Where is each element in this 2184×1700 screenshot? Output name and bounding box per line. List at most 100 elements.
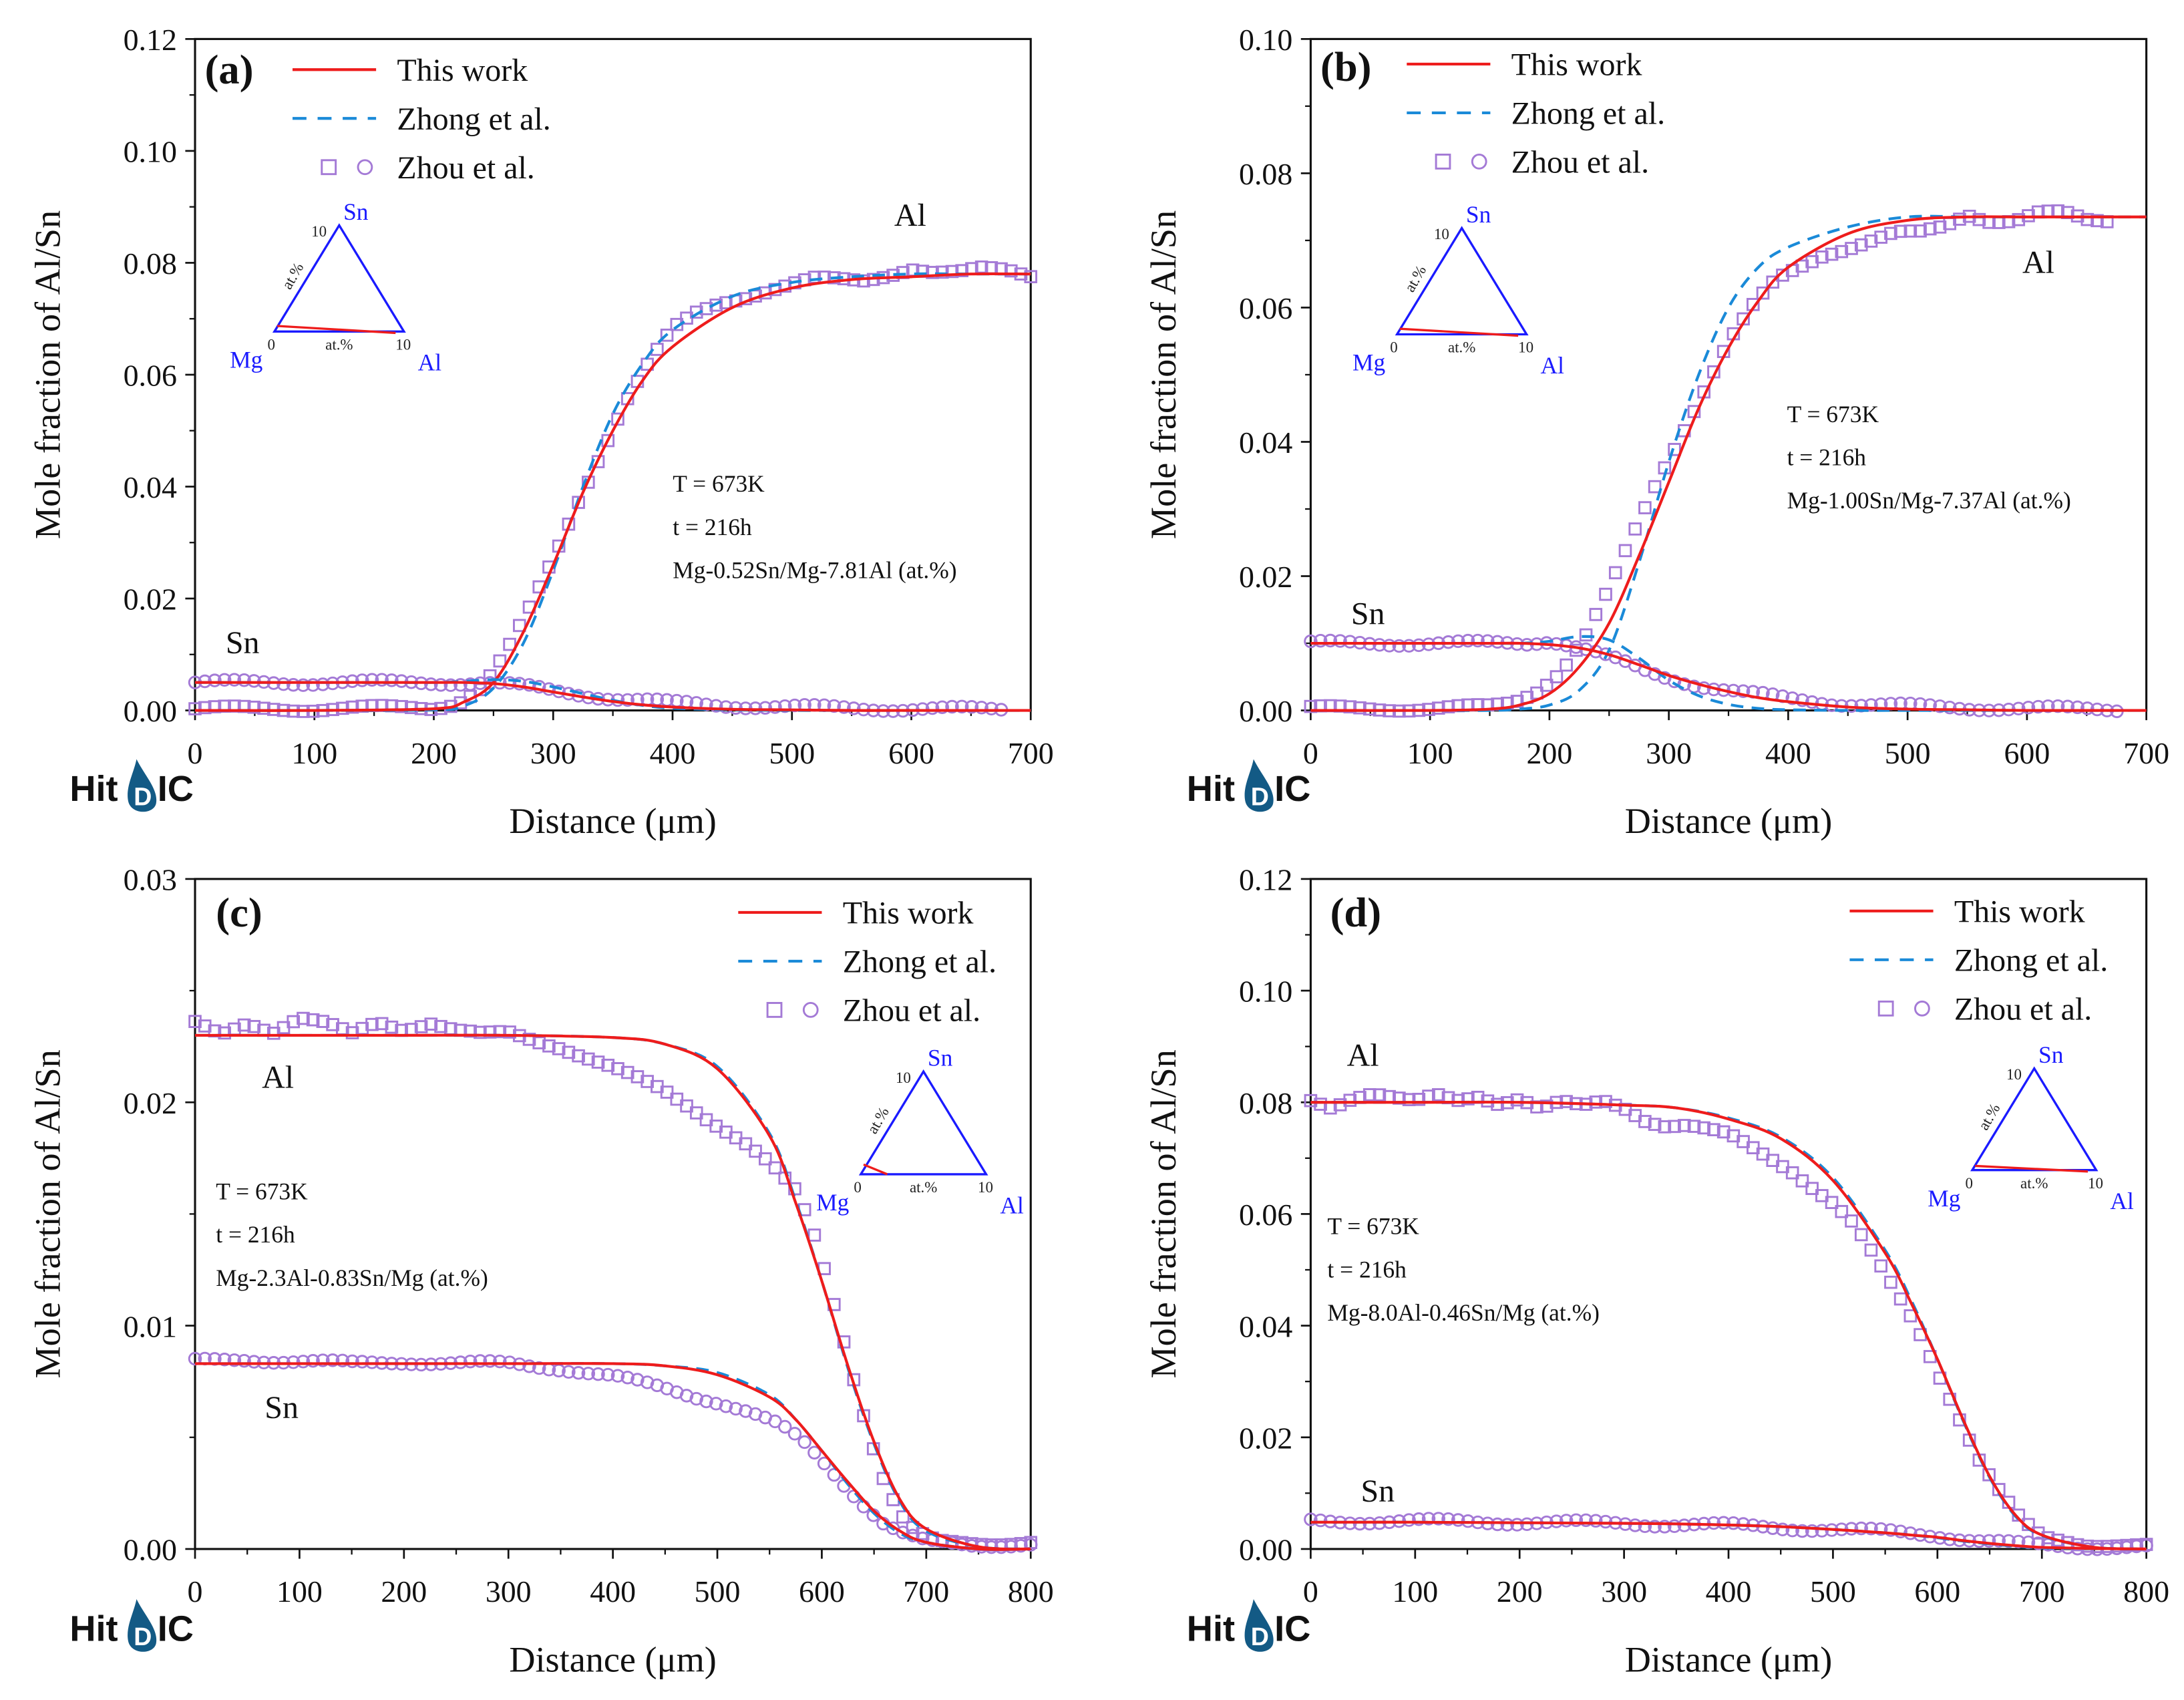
zhou-al-marker — [198, 701, 212, 715]
ternary-ten-al-label: 10 — [1518, 339, 1533, 356]
zhou-sn-marker — [1628, 1518, 1642, 1532]
zhou-al-marker — [1304, 1093, 1318, 1108]
zhou-sn-marker — [1024, 1538, 1038, 1552]
zhou-al-marker — [1628, 522, 1642, 536]
zhou-sn-marker — [945, 699, 959, 714]
zhou-al-marker — [660, 1085, 674, 1099]
logo-text-d: D — [134, 782, 152, 810]
zhou-sn-marker — [1402, 1513, 1416, 1527]
zhou-sn-marker — [306, 1354, 320, 1368]
x-tick-label: 200 — [1497, 1574, 1543, 1608]
zhou-sn-marker — [630, 1373, 645, 1387]
zhou-sn-marker — [1490, 1517, 1505, 1532]
zhou-sn-marker — [1883, 1523, 1898, 1537]
zhou-sn-marker — [689, 1391, 703, 1406]
zhou-sn-marker — [2031, 699, 2045, 714]
zhou-sn-marker — [433, 678, 448, 692]
zhou-al-marker — [1884, 226, 1897, 240]
al-curve-label: Al — [1347, 1037, 1379, 1073]
y-tick-label: 0.08 — [124, 246, 177, 281]
zhou-sn-marker — [1451, 1513, 1465, 1527]
logo-drop-icon — [128, 1599, 157, 1652]
zhou-sn-marker — [316, 1353, 330, 1367]
zhou-sn-marker — [286, 678, 301, 692]
zhou-sn-marker — [974, 701, 988, 715]
zhou-al-marker — [1825, 1196, 1839, 1209]
zhou-al-marker — [1451, 1093, 1465, 1108]
zhou-sn-marker — [2021, 701, 2036, 715]
ternary-al-label: Al — [1540, 352, 1564, 379]
x-tick-label: 500 — [695, 1574, 741, 1608]
ternary-al-label: Al — [418, 349, 442, 376]
zhong-al-line — [1310, 214, 2147, 712]
zhou-al-marker — [778, 279, 792, 293]
zhou-al-marker — [345, 700, 359, 714]
zhou-sn-marker — [502, 676, 517, 690]
zhou-sn-marker — [2031, 1536, 2045, 1550]
zhou-sn-marker — [1893, 1524, 1907, 1538]
y-axis-label: Mole fraction of Al/Sn — [1143, 1049, 1184, 1378]
zhou-al-marker — [1972, 212, 1986, 226]
zhou-al-marker — [1024, 270, 1038, 283]
zhou-al-marker — [1766, 275, 1780, 289]
legend: This work Zhong et al. Zhou et al. — [1407, 47, 1665, 180]
zhou-sn-marker — [227, 673, 242, 687]
legend-zhou-label: Zhou et al. — [1954, 991, 2092, 1027]
zhou-al-marker — [2090, 214, 2104, 228]
y-tick-label: 0.00 — [1239, 1533, 1292, 1567]
zhou-al-marker — [2012, 212, 2026, 226]
zhou-sn-marker — [493, 1354, 507, 1369]
zhou-sn-marker — [778, 1419, 792, 1434]
x-tick-label: 400 — [1706, 1574, 1752, 1608]
ternary-al-label: Al — [2110, 1188, 2134, 1214]
zhou-al-marker — [591, 1055, 605, 1069]
condition-annotation: T = 673K — [216, 1178, 308, 1205]
al-curve-label: Al — [262, 1060, 294, 1095]
zhou-sn-marker — [355, 1355, 369, 1369]
zhou-sn-marker — [591, 1367, 605, 1381]
condition-annotation: T = 673K — [673, 470, 765, 497]
y-tick-label: 0.04 — [1239, 426, 1292, 460]
ternary-diffusion-path — [277, 325, 396, 335]
zhou-al-marker — [1589, 608, 1603, 621]
this-work-sn-line — [1310, 641, 2147, 712]
zhou-sn-marker — [620, 693, 634, 707]
zhou-al-marker — [1845, 242, 1858, 255]
zhou-al-marker — [1884, 1275, 1897, 1289]
zhou-al-marker — [345, 1026, 359, 1039]
this-work-sn-line — [195, 1362, 1031, 1551]
zhou-sn-marker — [719, 1399, 733, 1413]
zhou-sn-marker — [1402, 639, 1416, 653]
x-tick-label: 0 — [188, 736, 203, 770]
zhou-al-marker — [1854, 238, 1868, 252]
hitdic-logo: Hit D IC — [69, 759, 194, 812]
x-tick-label: 100 — [277, 1574, 323, 1608]
zhou-al-marker — [414, 1020, 428, 1033]
condition-annotation: t = 216h — [673, 514, 752, 540]
ternary-diffusion-path — [1399, 327, 1519, 337]
this-work-al-line — [195, 1033, 1031, 1551]
legend-this-work-label: This work — [1954, 894, 2085, 930]
zhou-sn-marker — [2070, 700, 2084, 715]
condition-annotation: Mg-8.0Al-0.46Sn/Mg (at.%) — [1327, 1299, 1599, 1326]
zhou-sn-marker — [296, 1355, 311, 1369]
y-tick-label: 0.12 — [124, 23, 177, 57]
zhou-al-marker — [1560, 658, 1573, 672]
zhou-al-marker — [375, 1017, 389, 1031]
zhou-sn-marker — [227, 1353, 242, 1367]
x-tick-label: 500 — [1885, 736, 1931, 770]
zhou-al-marker — [680, 1099, 693, 1113]
zhou-sn-marker — [1550, 1514, 1564, 1528]
panel-label: (b) — [1320, 43, 1371, 90]
zhou-al-marker — [837, 1335, 851, 1349]
zhou-sn-marker — [1333, 634, 1347, 648]
zhou-sn-marker — [847, 701, 861, 715]
ternary-bottom-unit: at.% — [1448, 339, 1475, 356]
hitdic-logo: Hit D IC — [1187, 1599, 1310, 1652]
ternary-sn-label: Sn — [928, 1045, 953, 1071]
legend-zhou-square-marker — [1435, 154, 1451, 170]
x-tick-label: 500 — [769, 736, 815, 770]
zhou-sn-marker — [787, 1427, 802, 1441]
zhou-sn-marker — [699, 697, 713, 711]
